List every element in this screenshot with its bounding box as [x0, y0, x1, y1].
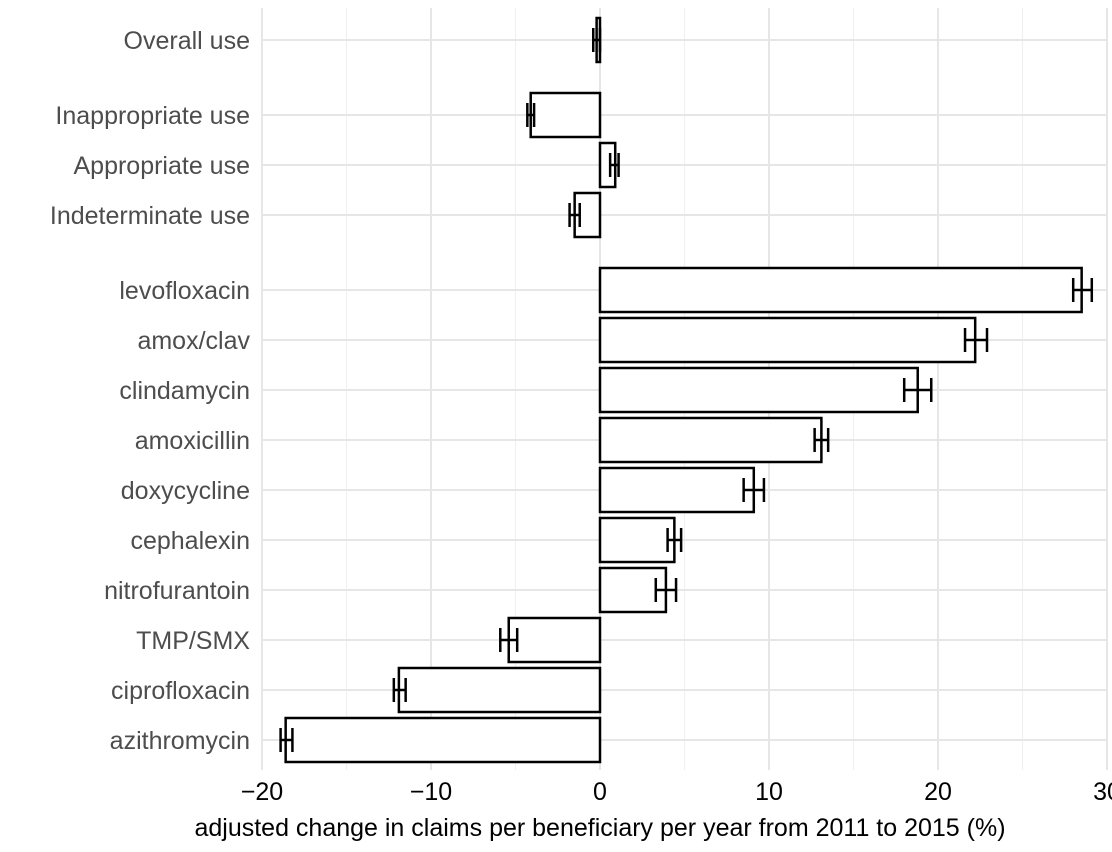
x-tick-label: 0 — [593, 778, 607, 806]
category-label: amoxicillin — [135, 427, 250, 455]
error-bar — [654, 578, 678, 602]
category-label: azithromycin — [110, 727, 250, 755]
error-bar — [902, 378, 933, 402]
category-label: levofloxacin — [119, 277, 250, 305]
category-label: nitrofurantoin — [104, 577, 250, 605]
x-tick-label: 30 — [1093, 778, 1112, 806]
error-bar — [813, 428, 830, 452]
category-label: ciprofloxacin — [111, 677, 250, 705]
error-bar — [499, 628, 519, 652]
error-bar — [392, 678, 407, 702]
bar — [284, 716, 602, 764]
error-bar — [742, 478, 766, 502]
category-label: Appropriate use — [73, 152, 250, 180]
x-tick-label: −10 — [410, 778, 452, 806]
bar — [598, 416, 823, 464]
category-label: Inappropriate use — [55, 102, 250, 130]
category-labels: Overall use Inappropriate use Appropriate … — [50, 27, 251, 755]
x-axis-title: adjusted change in claims per beneficiar… — [194, 814, 1005, 842]
error-bars — [279, 28, 1094, 752]
error-bar — [666, 528, 683, 552]
bar — [507, 616, 602, 664]
error-bar — [526, 103, 536, 127]
error-bar — [279, 728, 294, 752]
category-label: doxycycline — [121, 477, 250, 505]
bar — [598, 516, 676, 564]
bar — [598, 316, 977, 364]
bar — [529, 91, 602, 139]
x-tick-labels: −20 −10 0 10 20 30 — [241, 778, 1112, 806]
x-tick-label: 20 — [924, 778, 952, 806]
error-bar — [608, 153, 620, 177]
bar — [397, 666, 602, 714]
category-label: Overall use — [124, 27, 250, 55]
category-label: TMP/SMX — [136, 627, 250, 655]
bars — [284, 16, 1083, 764]
error-bar — [1071, 278, 1094, 302]
bar — [598, 366, 919, 414]
error-bar — [963, 328, 989, 352]
category-label: amox/clav — [137, 327, 250, 355]
category-label: Indeterminate use — [50, 202, 250, 230]
x-tick-label: 10 — [755, 778, 783, 806]
error-bar — [568, 203, 581, 227]
category-label: clindamycin — [119, 377, 250, 405]
bar — [598, 266, 1083, 314]
category-label: cephalexin — [130, 527, 250, 555]
x-tick-label: −20 — [241, 778, 283, 806]
bar — [598, 466, 756, 514]
error-bar — [591, 28, 602, 52]
